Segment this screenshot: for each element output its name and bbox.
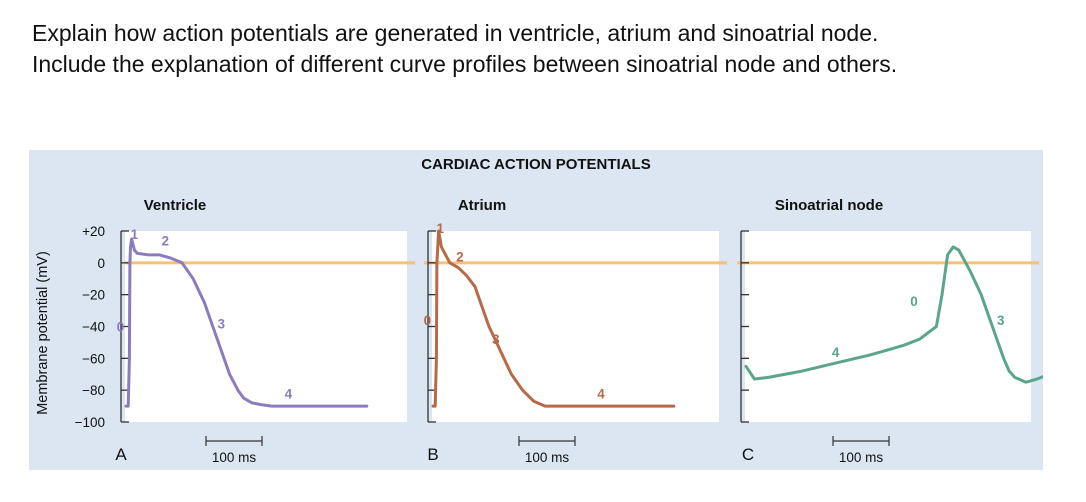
- panel-title-b: Atrium: [458, 197, 506, 214]
- y-tick-label: −100: [75, 415, 105, 430]
- phase-label-b-4: 4: [597, 386, 605, 401]
- phase-label-a-2: 2: [161, 234, 169, 249]
- scale-bar-label: 100 ms: [212, 450, 257, 465]
- plot-area-b: [432, 231, 719, 422]
- phase-label-b-0: 0: [424, 313, 432, 328]
- question-text: Explain how action potentials are genera…: [32, 18, 1062, 80]
- action-potential-trace-a: [124, 237, 369, 408]
- y-tick-label: +20: [82, 224, 105, 239]
- phase-label-b-3: 3: [492, 332, 500, 347]
- panel-title-c: Sinoatrial node: [775, 197, 883, 214]
- y-axis-label: Membrane potential (mV): [35, 251, 51, 415]
- phase-label-b-2: 2: [456, 249, 464, 264]
- action-potential-trace-b: [431, 229, 676, 408]
- phase-label-c-3: 3: [997, 313, 1005, 328]
- y-tick-label: −20: [82, 288, 105, 303]
- panel-letter-a: A: [115, 445, 127, 464]
- phase-label-a-3: 3: [217, 316, 225, 331]
- chart-title: CARDIAC ACTION POTENTIALS: [421, 156, 650, 173]
- phase-label-c-4: 4: [832, 345, 840, 360]
- y-tick-label: 0: [97, 256, 105, 271]
- question-line-2: Include the explanation of different cur…: [32, 51, 898, 77]
- y-tick-label: −60: [82, 351, 105, 366]
- scale-bar-label: 100 ms: [525, 450, 570, 465]
- y-tick-label: −80: [82, 383, 105, 398]
- phase-label-b-1: 1: [437, 221, 445, 236]
- phase-label-a-4: 4: [285, 386, 293, 401]
- action-potential-trace-c: [744, 245, 1043, 384]
- panel-letter-b: B: [427, 445, 438, 464]
- plot-area-c: [745, 231, 1031, 422]
- phase-label-a-1: 1: [131, 227, 139, 242]
- panel-title-a: Ventricle: [144, 197, 207, 214]
- cardiac-action-potentials-figure: CARDIAC ACTION POTENTIALS Membrane poten…: [29, 150, 1043, 470]
- question-line-1: Explain how action potentials are genera…: [32, 20, 879, 46]
- phase-label-a-0: 0: [117, 320, 125, 335]
- y-tick-label: −40: [82, 320, 105, 335]
- plot-area-a: [125, 231, 407, 422]
- scale-bar-label: 100 ms: [839, 450, 884, 465]
- chart-svg: CARDIAC ACTION POTENTIALS Membrane poten…: [35, 156, 1043, 465]
- phase-label-c-0: 0: [910, 294, 918, 309]
- panel-letter-c: C: [742, 445, 754, 464]
